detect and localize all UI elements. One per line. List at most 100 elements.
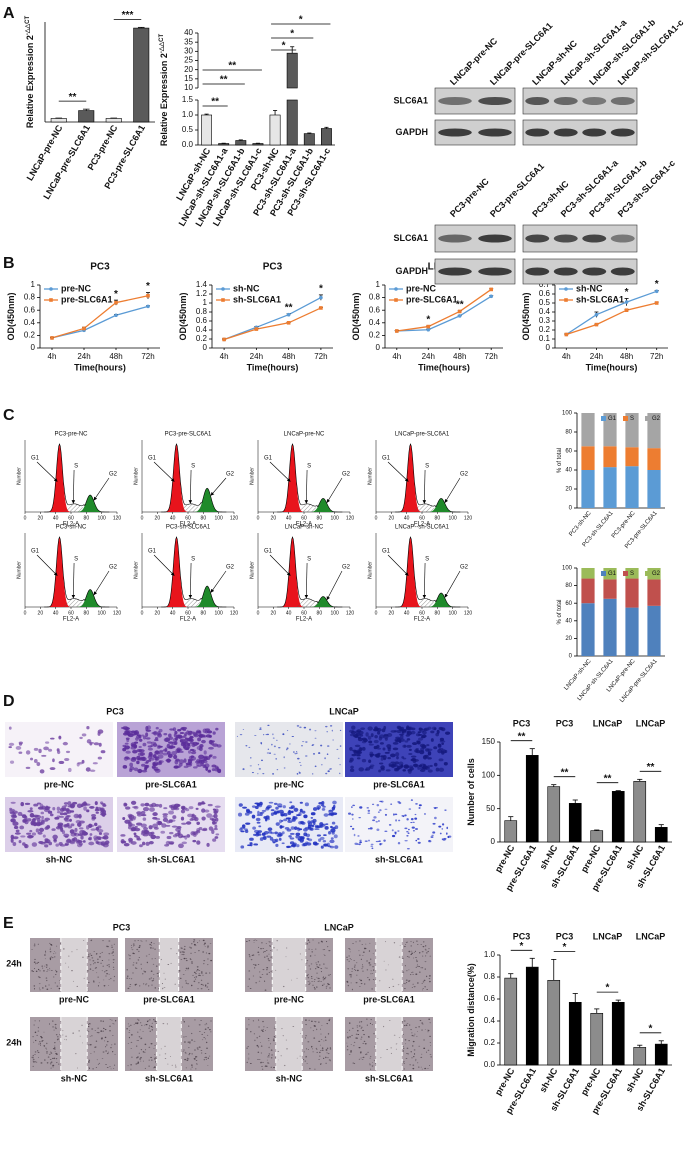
- cell: [150, 741, 157, 745]
- cell: [110, 1068, 112, 1070]
- cell: [186, 1059, 189, 1061]
- cell: [356, 962, 358, 964]
- cell: [109, 1030, 111, 1032]
- cell: [349, 825, 353, 828]
- cell: [413, 1055, 415, 1058]
- cell: [133, 832, 137, 836]
- cell: [160, 830, 166, 834]
- peak-label: G1: [148, 456, 157, 462]
- y-tick-label: 0.2: [484, 1038, 496, 1047]
- cell: [206, 1023, 208, 1025]
- cell: [307, 1041, 310, 1043]
- cell: [378, 840, 381, 842]
- cell: [33, 803, 39, 807]
- cell: [310, 949, 313, 951]
- blot-band: [582, 128, 607, 137]
- cell: [50, 956, 52, 958]
- cell: [420, 735, 426, 739]
- cell: [130, 746, 137, 750]
- cell: [205, 984, 207, 986]
- cell: [88, 841, 95, 846]
- cell: [36, 1034, 39, 1036]
- cell: [296, 724, 300, 727]
- cell: [215, 817, 219, 822]
- legend-marker: [49, 298, 53, 302]
- peak-label: S: [191, 464, 195, 470]
- cell: [350, 982, 352, 984]
- cell: [365, 1053, 368, 1055]
- cell: [103, 985, 106, 987]
- cell: [289, 801, 293, 804]
- cell: [45, 977, 48, 979]
- cell: [352, 1062, 355, 1064]
- cell: [97, 985, 99, 987]
- cell: [69, 818, 72, 822]
- bar-segment: [625, 447, 639, 467]
- cell: [359, 806, 363, 809]
- x-axis-label: Time(hours): [74, 362, 126, 372]
- cell: [412, 973, 414, 975]
- cell: [299, 839, 302, 842]
- cell: [137, 1061, 140, 1064]
- cell: [352, 942, 354, 944]
- cell: [287, 817, 291, 822]
- cell: [136, 755, 141, 761]
- blot-band: [610, 267, 635, 276]
- cell: [369, 754, 373, 758]
- cell: [190, 1068, 192, 1070]
- column-title: PC3: [513, 931, 531, 941]
- cell: [179, 977, 182, 980]
- cell: [181, 986, 183, 988]
- cell: [65, 1039, 67, 1041]
- cell: [283, 756, 285, 759]
- cell: [94, 822, 98, 827]
- cell: [380, 1057, 382, 1059]
- cell: [34, 1051, 37, 1053]
- cell: [108, 973, 110, 975]
- cell: [320, 1049, 322, 1051]
- cell: [100, 750, 106, 754]
- cell: [136, 1040, 138, 1041]
- cell: [50, 987, 52, 989]
- cell: [213, 828, 218, 831]
- cell: [413, 1033, 416, 1035]
- cell: [95, 953, 98, 954]
- cell: [361, 1026, 363, 1028]
- cell: [313, 986, 315, 989]
- cell: [371, 1024, 374, 1026]
- cell: [406, 1047, 409, 1050]
- cell: [49, 958, 52, 961]
- cell: [89, 1035, 91, 1037]
- cell: [417, 767, 421, 770]
- marker: [395, 329, 399, 333]
- legend-swatch: [623, 571, 628, 576]
- cell: [415, 959, 418, 961]
- cell: [263, 734, 265, 736]
- x-tick-label: 100: [214, 515, 223, 521]
- cell: [89, 1044, 92, 1046]
- cell: [32, 1065, 34, 1067]
- cell: [289, 743, 291, 745]
- peak-arrow: [444, 477, 461, 503]
- x-tick-label: 0: [24, 610, 27, 616]
- cell: [153, 973, 155, 975]
- cell: [316, 834, 322, 837]
- cell: [388, 824, 392, 826]
- wound-gap: [156, 1017, 182, 1071]
- cell: [198, 940, 200, 942]
- cell: [190, 755, 195, 758]
- cell: [169, 728, 175, 731]
- cell: [316, 1028, 318, 1031]
- cell: [201, 1033, 203, 1035]
- cell: [432, 831, 436, 834]
- cell: [152, 963, 155, 965]
- cell: [260, 1029, 263, 1031]
- cell: [280, 825, 285, 828]
- x-tick-label: 20: [271, 610, 277, 616]
- cell: [326, 731, 328, 733]
- cell: [177, 729, 182, 732]
- cell: [408, 956, 410, 958]
- cell: [316, 1051, 319, 1053]
- cell: [368, 964, 371, 966]
- cell: [138, 738, 143, 742]
